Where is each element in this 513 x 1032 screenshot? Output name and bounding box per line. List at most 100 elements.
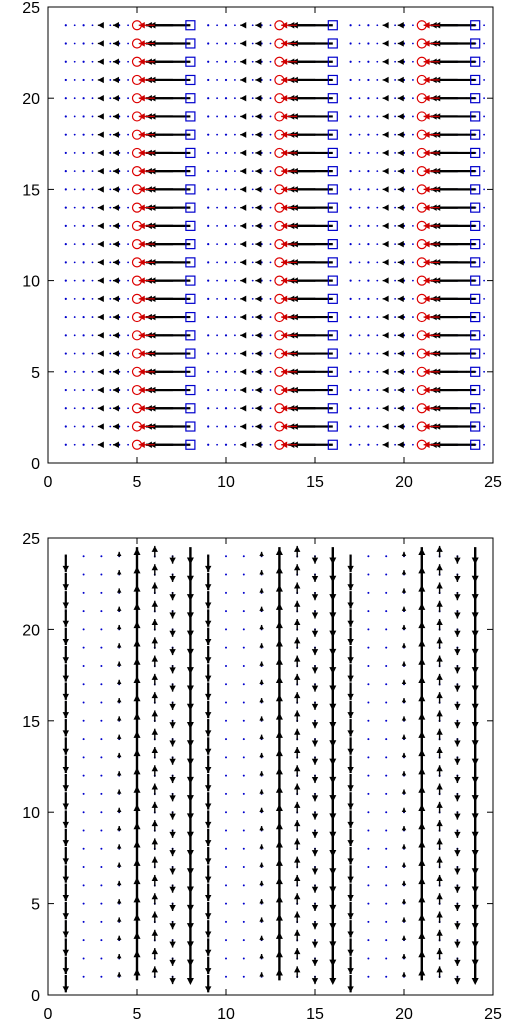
vector-dot: [358, 316, 361, 318]
vector-arrow-head: [397, 167, 404, 175]
vector-dot: [100, 610, 103, 613]
vector-dot: [73, 42, 76, 45]
vector-arrow-head: [397, 277, 404, 284]
vector-arrow-head: [97, 332, 104, 339]
vector-dot: [367, 279, 370, 282]
vector-dot: [349, 115, 352, 118]
vector-dot: [358, 42, 361, 45]
square-marker: [470, 166, 481, 177]
square-marker: [327, 421, 338, 432]
vector-dot: [269, 316, 272, 318]
vector-dot: [385, 902, 388, 905]
vector-dot: [358, 425, 361, 428]
vector-dot: [82, 719, 85, 722]
vector-arrow-head: [294, 673, 301, 680]
vector-dot: [224, 334, 228, 337]
vector-dot: [109, 79, 112, 81]
square-marker: [185, 366, 196, 377]
vector-arrow-head: [275, 694, 283, 702]
vector-arrow-head: [205, 748, 212, 755]
vector-arrow-head: [347, 766, 354, 773]
vector-dot: [91, 152, 94, 154]
vector-dot: [82, 884, 85, 887]
vector-dot: [394, 115, 396, 118]
vector-dot: [269, 224, 272, 227]
vector-arrow-head: [418, 931, 426, 939]
vector-arrow-head: [397, 131, 404, 138]
vector-dot: [234, 352, 236, 355]
vector-dot: [225, 957, 227, 960]
vector-arrow-head: [186, 630, 194, 638]
vector-dot: [91, 97, 94, 100]
square-marker: [185, 239, 196, 250]
vector-arrow-head: [347, 876, 354, 883]
vector-arrow-head: [397, 149, 404, 157]
vector-dot: [483, 352, 485, 355]
vector-dot: [127, 243, 129, 246]
vector-dot: [109, 425, 112, 428]
circle-marker: [274, 38, 285, 49]
vector-dot: [367, 902, 370, 905]
vector-dot: [82, 847, 85, 850]
square-marker: [185, 20, 196, 31]
vector-arrow-head: [294, 948, 301, 955]
vector-dot: [82, 388, 85, 392]
vector-dot: [385, 920, 388, 923]
vector-arrow-head: [240, 277, 247, 284]
square-marker: [185, 275, 196, 286]
vector-arrow-head: [294, 545, 301, 552]
vector-arrow-head: [397, 441, 404, 448]
vector-dot: [82, 829, 85, 832]
vector-arrow-head: [311, 905, 319, 912]
vector-arrow-head: [169, 777, 176, 784]
vector-dot: [91, 42, 94, 45]
vector-dot: [82, 243, 85, 246]
vector-dot: [483, 443, 485, 446]
vector-arrow-head: [275, 730, 283, 738]
vector-arrow-head: [116, 807, 122, 812]
vector-arrow-head: [151, 637, 158, 644]
vector-dot: [242, 756, 245, 759]
vector-arrow-head: [436, 820, 443, 827]
vector-arrow-head: [97, 313, 104, 321]
vector-arrow-head: [275, 767, 283, 775]
vector-arrow-head: [240, 222, 247, 230]
vector-arrow-head: [382, 149, 389, 157]
vector-arrow-head: [471, 886, 479, 894]
square-marker: [470, 202, 481, 213]
vector-dot: [394, 224, 396, 227]
vector-arrow-head: [112, 95, 119, 102]
vector-dot: [358, 352, 361, 355]
vector-arrow-head: [259, 588, 264, 593]
vector-arrow-head: [311, 758, 319, 765]
vector-arrow-head: [401, 643, 407, 648]
vector-dot: [269, 389, 272, 391]
vector-dot: [242, 683, 245, 686]
vector-dot: [358, 152, 361, 154]
vector-dot: [109, 188, 112, 191]
vector-dot: [376, 352, 379, 355]
vector-dot: [225, 902, 227, 905]
vector-arrow-head: [275, 584, 283, 592]
vector-dot: [349, 407, 352, 410]
vector-arrow-head: [311, 685, 319, 692]
vector-arrow-head: [97, 240, 104, 248]
circle-marker: [131, 330, 143, 341]
vector-dot: [412, 261, 414, 264]
vector-arrow-head: [133, 639, 141, 647]
square-marker: [470, 275, 481, 286]
square-marker: [327, 129, 338, 140]
vector-arrow-head: [347, 913, 354, 920]
vector-arrow-head: [401, 679, 407, 684]
vector-arrow-head: [418, 822, 426, 830]
vector-arrow-head: [311, 703, 319, 710]
vector-dot: [82, 957, 85, 960]
vector-arrow-head: [471, 685, 479, 693]
vector-dot: [483, 188, 485, 191]
vector-dot: [216, 224, 219, 227]
vector-dot: [73, 224, 76, 227]
vector-dot: [376, 115, 379, 118]
vector-dot: [64, 97, 67, 100]
square-marker: [470, 93, 481, 104]
circle-marker: [131, 239, 143, 250]
